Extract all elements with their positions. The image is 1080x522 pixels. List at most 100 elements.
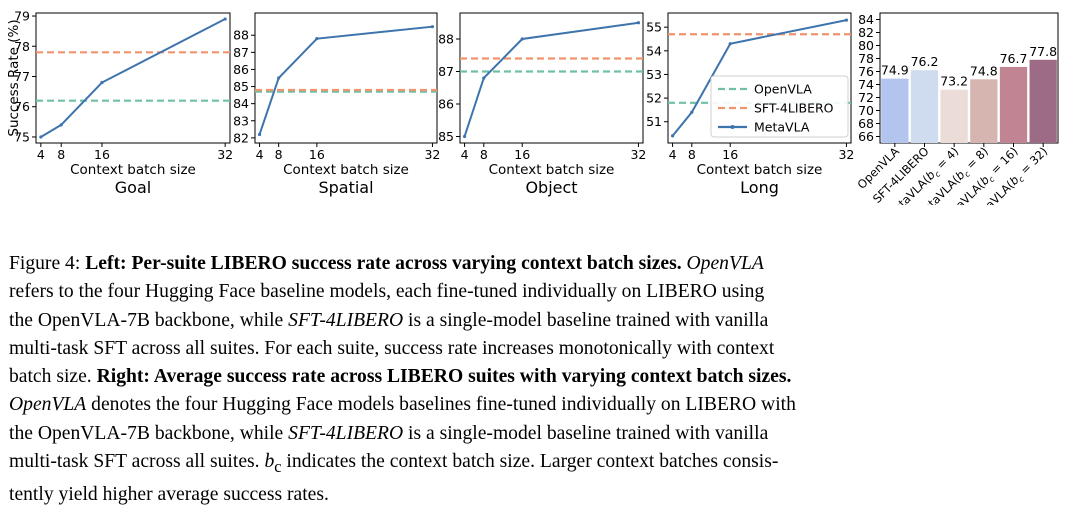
bar-0 (881, 78, 909, 143)
bar-value-label: 77.8 (1029, 44, 1057, 59)
panel-1-title: Spatial (318, 178, 373, 197)
panel-2-xtick-label: 8 (480, 147, 488, 162)
panel-3-ytick-label: 55 (646, 20, 662, 35)
panel-0-ylabel: Success Rate (%) (6, 19, 22, 136)
panel-2-metavla-point (482, 76, 486, 80)
panel-3-metavla-point (670, 134, 675, 138)
caption-line: the OpenVLA-7B backbone, while SFT-4LIBE… (9, 422, 769, 444)
panel-1-ytick-label: 83 (233, 113, 249, 128)
legend-marker (730, 125, 735, 129)
bar-ytick-label: 76 (858, 64, 874, 79)
panel-0-metavla-point (59, 123, 63, 127)
figure-caption: Figure 4: Left: Per-suite LIBERO success… (9, 250, 1071, 510)
panel-0-metavla-line (40, 18, 226, 138)
panel-1-xtick-label: 16 (309, 147, 325, 162)
bar-value-label: 74.8 (970, 63, 998, 78)
panel-2-xlabel: Context batch size (489, 162, 615, 178)
panel-3-metavla-point (728, 42, 732, 46)
panel-1-xtick-label: 8 (275, 147, 283, 162)
bar-ytick-label: 68 (858, 116, 874, 131)
bar-2 (940, 89, 968, 143)
bar-ytick-label: 84 (858, 12, 874, 27)
panel-1-ytick-label: 88 (233, 28, 249, 43)
panel-0-metavla-point (223, 17, 227, 21)
panel-2-xtick-label: 4 (461, 147, 469, 162)
panel-2-metavla-point (636, 21, 641, 25)
caption-line: multi-task SFT across all suites. For ea… (9, 337, 775, 359)
panel-2-ytick-label: 85 (438, 129, 454, 144)
panel-0-xtick-label: 16 (94, 147, 110, 162)
panel-0-metavla-point (100, 80, 104, 85)
panel-2-ytick-label: 87 (438, 64, 454, 79)
caption-line: multi-task SFT across all suites. bc ind… (9, 451, 779, 476)
caption-line: the OpenVLA-7B backbone, while SFT-4LIBE… (9, 309, 769, 331)
bar-panel-frame (879, 12, 1059, 144)
bar-value-label: 73.2 (940, 74, 968, 89)
panel-1-ytick-label: 85 (233, 79, 249, 94)
panel-1-metavla-point (315, 37, 319, 41)
panel-1-ytick-label: 84 (233, 96, 249, 111)
panel-0-metavla-point (39, 135, 43, 139)
legend-entry: OpenVLA (754, 82, 812, 97)
caption-line: batch size. Right: Average success rate … (9, 366, 792, 388)
panel-2-title: Object (525, 178, 577, 197)
legend-entry: MetaVLA (754, 120, 810, 135)
panel-1-xtick-label: 4 (256, 147, 264, 162)
panel-3-xtick-label: 16 (722, 147, 738, 162)
caption-line: OpenVLA denotes the four Hugging Face mo… (9, 394, 796, 416)
caption-line: tently yield higher average success rate… (9, 484, 329, 506)
panel-0-ytick-label: 77 (14, 69, 30, 84)
panel-0-frame (35, 12, 231, 144)
panel-3-xtick-label: 4 (669, 147, 677, 162)
bar-4 (999, 66, 1028, 143)
panel-1-xtick-label: 32 (424, 147, 440, 162)
panel-0-ytick-label: 75 (14, 129, 30, 144)
bar-ytick-label: 74 (858, 77, 874, 92)
panel-2-metavla-point (520, 37, 524, 41)
panel-3-metavla-point (844, 18, 849, 22)
panel-3-title: Long (740, 178, 779, 197)
panel-0-ytick-label: 76 (14, 99, 30, 114)
bar-ytick-label: 72 (858, 90, 874, 105)
bar-ytick-label: 70 (858, 103, 874, 118)
panel-1-metavla-point (257, 132, 262, 137)
panel-1-metavla-point (277, 76, 281, 80)
bar-value-label: 76.2 (911, 54, 939, 69)
panel-2-ytick-label: 88 (438, 32, 454, 47)
panel-1-ytick-label: 82 (233, 130, 249, 145)
panel-2-xtick-label: 32 (630, 147, 646, 162)
panel-3-ytick-label: 54 (646, 43, 662, 58)
bar-3 (970, 79, 998, 143)
bar-5 (1029, 59, 1057, 143)
panel-0-xtick-label: 4 (37, 147, 45, 162)
panel-3-ytick-label: 51 (646, 114, 662, 129)
panel-2-ytick-label: 86 (438, 97, 454, 112)
bar-1 (910, 70, 939, 143)
bar-ytick-label: 78 (858, 51, 874, 66)
panel-0-title: Goal (115, 178, 151, 197)
bar-value-label: 76.7 (1000, 51, 1028, 66)
panel-1-ytick-label: 86 (233, 62, 249, 77)
panel-0-ytick-label: 79 (14, 9, 30, 24)
panel-3-xtick-label: 8 (688, 147, 696, 162)
panel-2-metavla-line (463, 21, 639, 137)
legend-entry: SFT-4LIBERO (754, 101, 834, 116)
legend-box (710, 75, 849, 138)
panel-1-metavla-line (258, 25, 433, 135)
caption-line: Figure 4: Left: Per-suite LIBERO success… (9, 253, 764, 274)
panel-0-xlabel: Context batch size (70, 162, 196, 178)
panel-1-xlabel: Context batch size (283, 162, 409, 178)
panel-1-frame (254, 12, 438, 144)
panel-0-ytick-label: 78 (14, 39, 30, 54)
panel-3-ytick-label: 52 (646, 91, 662, 106)
panel-2-frame (459, 12, 644, 144)
bar-ytick-label: 66 (858, 129, 874, 144)
panel-3-ytick-label: 53 (646, 67, 662, 82)
bar-ytick-label: 82 (858, 25, 874, 40)
panel-3-xlabel: Context batch size (697, 162, 823, 178)
panel-3-metavla-point (690, 110, 694, 114)
panel-3-xtick-label: 32 (838, 147, 854, 162)
panel-0-xtick-label: 8 (57, 147, 65, 162)
panel-1-metavla-point (430, 25, 435, 29)
panel-1-ytick-label: 87 (233, 45, 249, 60)
